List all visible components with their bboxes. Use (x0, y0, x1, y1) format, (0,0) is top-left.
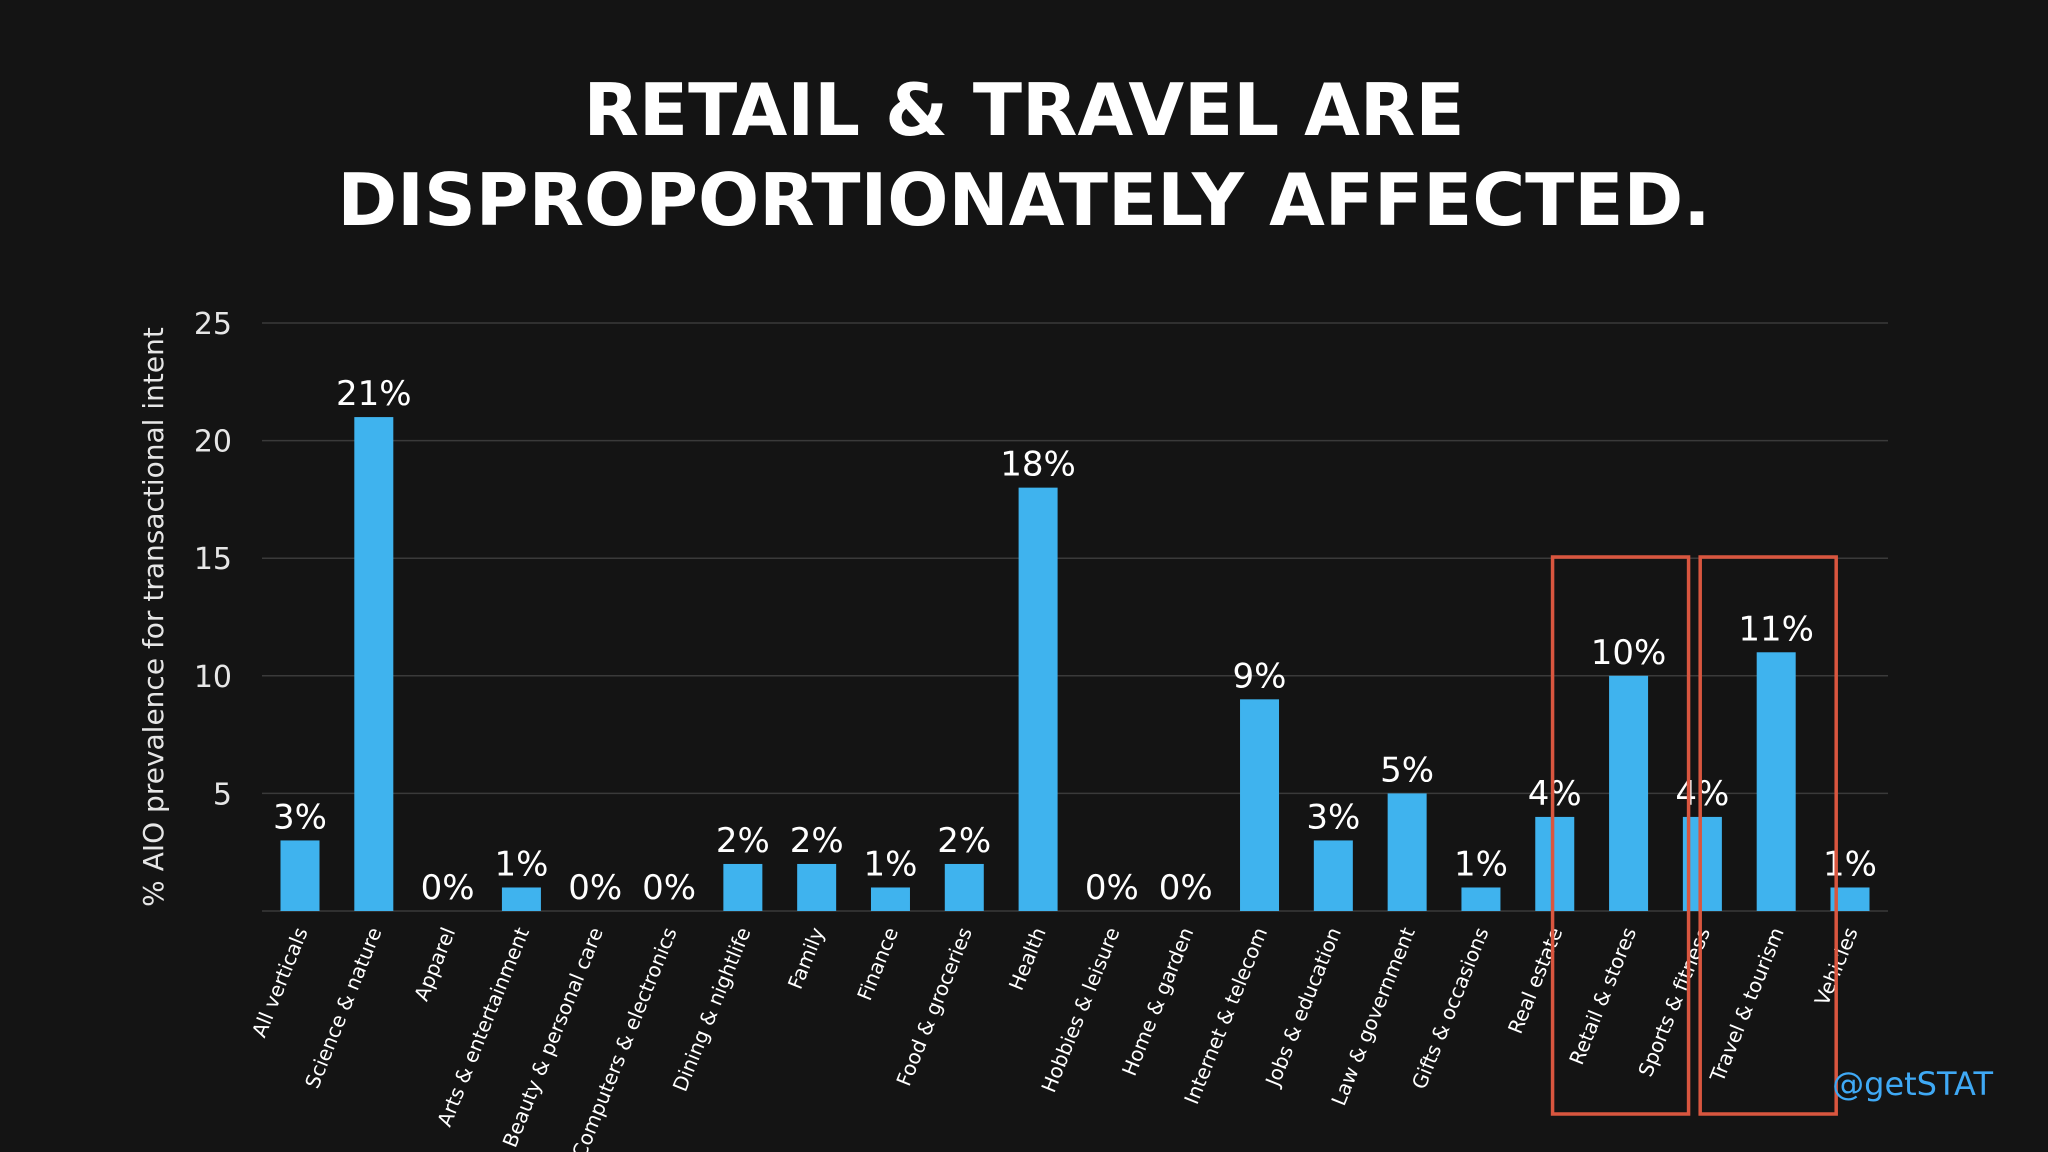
y-tick-label: 20 (194, 425, 232, 460)
y-tick-label: 5 (213, 777, 232, 812)
bar (1609, 675, 1649, 911)
y-tick-label: 25 (194, 307, 232, 342)
x-tick-label: Health (1004, 924, 1051, 994)
data-label: 1% (1454, 844, 1508, 884)
x-tick-label: Retail & stores (1564, 924, 1641, 1068)
data-label: 9% (1233, 656, 1287, 696)
x-tick-label: Internet & telecom (1179, 924, 1272, 1108)
data-label: 0% (642, 868, 696, 908)
chart-title-line-1: RETAIL & TRAVEL ARE (583, 68, 1464, 152)
data-label: 2% (716, 821, 770, 861)
y-axis-ticks: 5 10 15 20 25 (194, 307, 232, 812)
bar (944, 863, 984, 911)
data-label: 2% (790, 821, 844, 861)
highlight-box (1550, 555, 1691, 1116)
data-label: 3% (1306, 797, 1360, 837)
bar (1018, 487, 1058, 911)
data-label: 1% (494, 844, 548, 884)
x-tick-label: Hobbies & leisure (1036, 924, 1124, 1096)
highlight-boxes (1550, 555, 1838, 1116)
x-tick-label: Food & groceries (891, 924, 976, 1089)
x-tick-label: Finance (852, 924, 903, 1004)
chart-title-line-2: DISPROPORTIONATELY AFFECTED. (337, 158, 1710, 242)
x-tick-label: Home & garden (1117, 924, 1198, 1079)
data-label: 0% (1159, 868, 1213, 908)
x-tick-label: Travel & tourism (1705, 924, 1789, 1086)
data-label: 3% (273, 797, 327, 837)
bar (870, 887, 910, 911)
data-label: 21% (336, 374, 412, 414)
x-tick-label: Family (783, 924, 829, 993)
bar (723, 863, 763, 911)
bar (280, 840, 320, 911)
bar (1387, 793, 1427, 911)
data-label: 0% (568, 868, 622, 908)
y-axis-label: % AIO prevalence for transactional inten… (137, 327, 170, 907)
x-tick-label: All verticals (247, 924, 313, 1041)
bar (1756, 652, 1796, 911)
x-tick-label: Jobs & education (1260, 924, 1346, 1091)
y-tick-label: 10 (194, 660, 232, 695)
data-label: 0% (421, 868, 475, 908)
x-tick-label: Real estate (1503, 924, 1567, 1037)
bar (1830, 887, 1870, 911)
bar (1313, 840, 1353, 911)
x-tick-label: Science & nature (300, 924, 386, 1092)
x-tick-label: Dining & nightlife (668, 924, 756, 1095)
bar (1461, 887, 1501, 911)
bar (1240, 699, 1280, 911)
highlight-box (1698, 555, 1838, 1116)
data-label: 4% (1528, 774, 1582, 814)
data-label: 1% (863, 844, 917, 884)
data-label: 1% (1823, 844, 1877, 884)
chart-title: RETAIL & TRAVEL ARE DISPROPORTIONATELY A… (337, 68, 1710, 242)
data-label: 11% (1738, 609, 1814, 649)
x-tick-label: Sports & fitness (1633, 924, 1715, 1080)
x-tick-label: Gifts & occasions (1407, 924, 1494, 1093)
data-labels: 3% 21% 0% 1% 0% 0% 2% 2% 1% 2% 18% 0% 0% 9% 3% 5% 1% 4% 10… (273, 374, 1877, 908)
bar (501, 887, 541, 911)
bars (280, 417, 1870, 911)
data-label: 4% (1675, 774, 1729, 814)
y-tick-label: 15 (194, 542, 232, 577)
data-label: 10% (1591, 633, 1667, 673)
data-label: 18% (1000, 445, 1076, 485)
data-label: 0% (1085, 868, 1139, 908)
watermark-handle: @getSTAT (1832, 1065, 1993, 1103)
bar (1535, 816, 1575, 911)
bar (797, 863, 837, 911)
data-label: 5% (1380, 750, 1434, 790)
data-label: 2% (937, 821, 991, 861)
bar (354, 417, 394, 911)
x-tick-label: Apparel (409, 924, 460, 1004)
x-tick-label: Law & government (1326, 924, 1419, 1109)
